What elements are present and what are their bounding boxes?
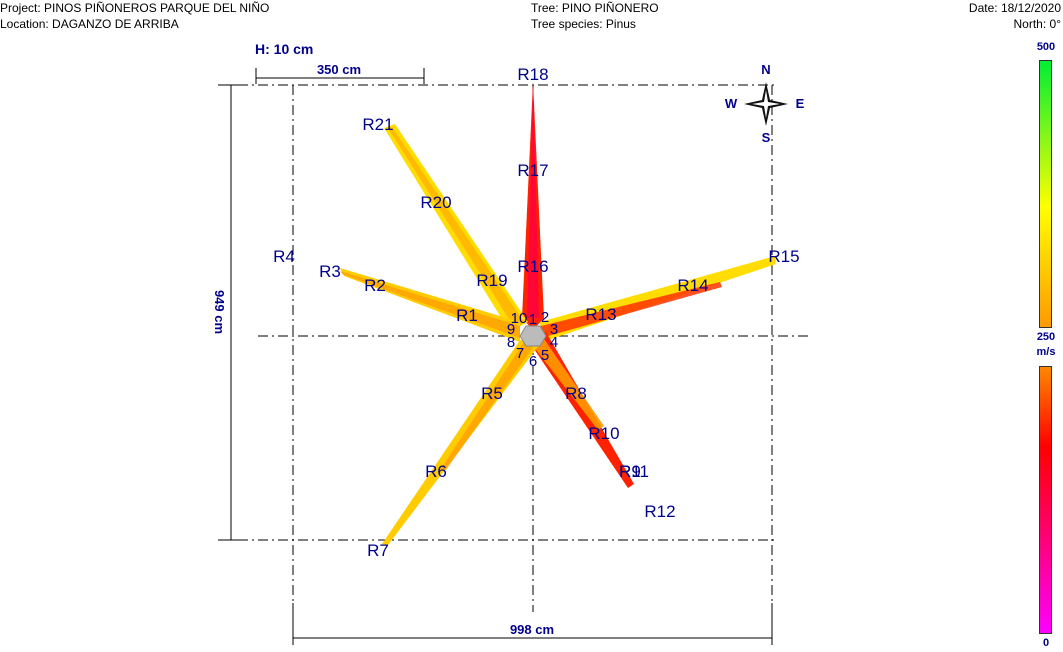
- date-label: Date: 18/12/2020: [968, 1, 1061, 15]
- colorbar-upper: [1039, 60, 1052, 328]
- root-label-r17: R17: [517, 161, 548, 180]
- colorbar-mid-label: 250: [1036, 331, 1056, 343]
- root-label-r9: R9: [619, 462, 641, 481]
- root-label-r3: R3: [319, 262, 341, 281]
- root-label-r19: R19: [476, 271, 507, 290]
- root-label-r1: R1: [456, 306, 478, 325]
- trunk: [519, 325, 547, 347]
- project-label: Project: PINOS PIÑONEROS PARQUE DEL NIÑO: [0, 1, 270, 15]
- colorbar-lower: [1039, 366, 1052, 634]
- root-label-r18: R18: [517, 65, 548, 84]
- root-label-r21: R21: [362, 115, 393, 134]
- root-label-r16: R16: [517, 257, 548, 276]
- root-label-r10: R10: [588, 424, 619, 443]
- root-label-r4: R4: [273, 247, 295, 266]
- inner-label: 6: [529, 353, 537, 370]
- tree-label: Tree: PINO PIÑONERO: [531, 1, 659, 15]
- colorbar-bottom-label: 0: [1042, 637, 1050, 649]
- north-label: North: 0°: [1013, 17, 1061, 31]
- inner-labels: 1 2 3 4 5 6 7 8 9 10: [507, 309, 558, 370]
- root-label-r7: R7: [367, 541, 389, 560]
- root-fans: [340, 82, 776, 545]
- horizontal-dimension-label: 998 cm: [510, 622, 554, 637]
- colorbar-unit-label: m/s: [1036, 346, 1056, 358]
- root-label-r5: R5: [481, 384, 503, 403]
- root-label-r12: R12: [644, 502, 675, 521]
- compass-s: S: [762, 130, 771, 145]
- species-label: Tree species: Pinus: [531, 17, 636, 31]
- inner-label: 2: [541, 309, 549, 326]
- dimension-lines: [224, 68, 773, 645]
- inner-label: 10: [511, 310, 528, 327]
- inner-label: 7: [516, 345, 524, 362]
- root-label-r6: R6: [425, 462, 447, 481]
- vertical-dimension-label: 949 cm: [212, 290, 227, 334]
- colorbar-top-label: 500: [1036, 41, 1056, 53]
- root-label-r8: R8: [565, 384, 587, 403]
- scale-bar-label: 350 cm: [317, 62, 361, 77]
- root-label-r20: R20: [420, 193, 451, 212]
- inner-label: 4: [550, 334, 558, 351]
- compass-rose: N S E W: [725, 62, 805, 145]
- inner-label: 1: [529, 311, 537, 328]
- compass-n: N: [761, 62, 770, 77]
- compass-w: W: [725, 96, 738, 111]
- root-label-r14: R14: [677, 276, 708, 295]
- root-label-r13: R13: [585, 305, 616, 324]
- root-label-r11: R11: [619, 462, 649, 481]
- height-label: H: 10 cm: [255, 41, 313, 57]
- inner-label: 8: [507, 334, 515, 351]
- location-label: Location: DAGANZO DE ARRIBA: [0, 17, 179, 31]
- root-label-r15: R15: [768, 247, 799, 266]
- inner-label: 5: [541, 347, 549, 364]
- compass-e: E: [796, 96, 805, 111]
- root-label-r2: R2: [364, 276, 386, 295]
- inner-label: 9: [507, 321, 515, 338]
- inner-label: 3: [550, 321, 558, 338]
